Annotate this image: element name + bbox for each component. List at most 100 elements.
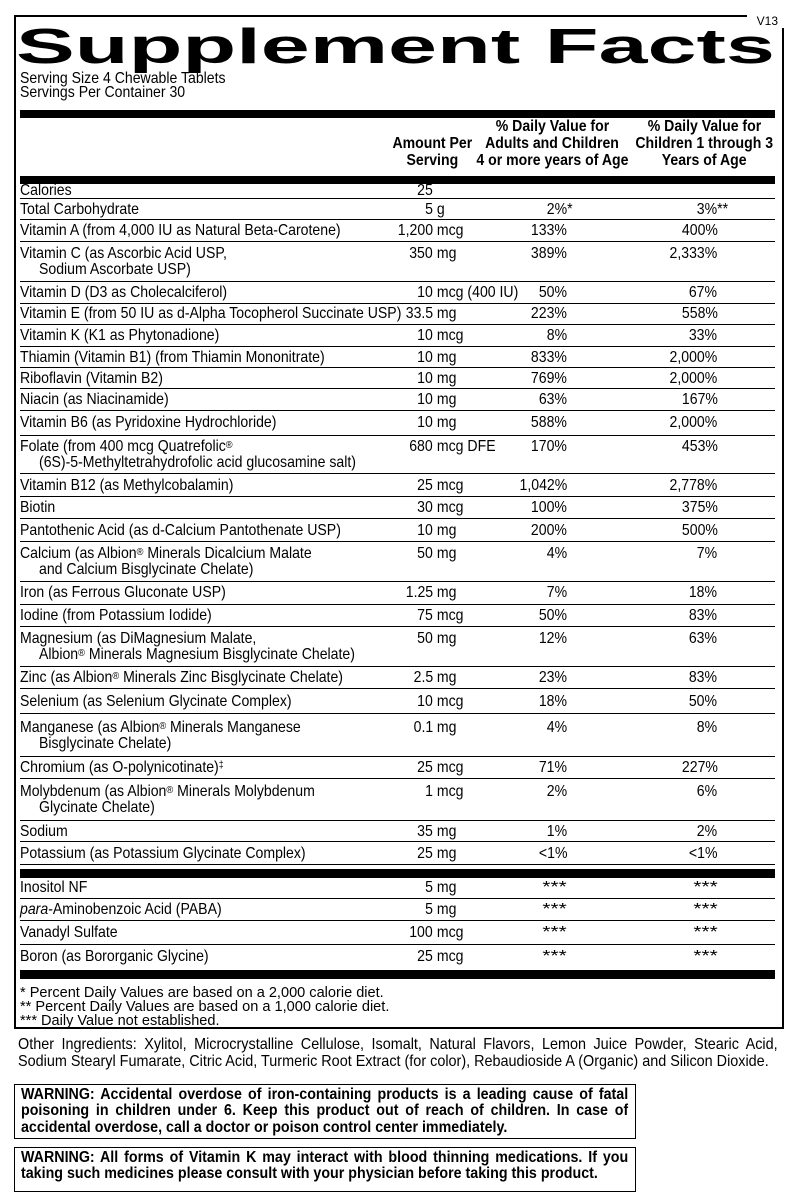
- amount-value: 5: [20, 902, 433, 918]
- amount-value-text: 25: [417, 182, 433, 200]
- daily-value-adults-text: 7%: [546, 584, 567, 602]
- amount-value-text: 30: [417, 499, 433, 517]
- daily-value-adults: 769%: [20, 369, 567, 387]
- amount-unit: mg: [433, 822, 460, 840]
- table-row: Molybdenum (as Albion® Minerals Molybden…: [20, 779, 775, 821]
- amount-unit: mcg: [433, 500, 468, 516]
- daily-value-children-text: ***: [693, 901, 718, 919]
- nutrient-name: Iron (as Ferrous Gluconate USP): [20, 585, 254, 601]
- table-row: Vanadyl Sulfate 100 mcg *** ***: [20, 921, 775, 945]
- daily-value-adults-text: 833%: [530, 348, 567, 366]
- daily-value-adults-text: 588%: [530, 414, 567, 432]
- nutrient-name-line: Niacin (as Niacinamide): [20, 390, 169, 408]
- amount-value: 350: [20, 246, 433, 262]
- footnote: * Percent Daily Values are based on a 2,…: [20, 985, 401, 1000]
- amount-unit: mg: [433, 415, 460, 431]
- daily-value-adults-text: 389%: [530, 245, 567, 263]
- nutrient-name-line: Folate (from 400 mcg Quatrefolic®: [20, 438, 233, 456]
- daily-value-children-text: 2%: [697, 822, 718, 840]
- daily-value-children-text: 227%: [681, 759, 718, 777]
- amount-value-text: 25: [417, 844, 433, 862]
- nutrient-name: Riboflavin (Vitamin B2): [20, 370, 182, 387]
- divider-thick-top: [20, 109, 775, 118]
- text-line: WARNING: Accidental overdose of iron-con…: [21, 1087, 629, 1103]
- amount-value-text: 75: [417, 606, 433, 624]
- amount-value: 33.5: [20, 306, 433, 322]
- amount-value-text: 10: [417, 348, 433, 366]
- nutrient-name-line: Vitamin A (from 4,000 IU as Natural Beta…: [20, 222, 341, 240]
- table-row: Niacin (as Niacinamide) 10 mg 63% 167%: [20, 390, 775, 411]
- daily-value-children: 2%: [20, 822, 718, 840]
- amount-unit-text: mg: [433, 630, 457, 648]
- daily-value-children: 167%: [20, 392, 717, 408]
- daily-value-adults-text: <1%: [538, 844, 567, 862]
- amount-value: 10: [20, 348, 433, 366]
- nutrient-name: Vitamin A (from 4,000 IU as Natural Beta…: [20, 223, 384, 239]
- nutrient-name: Sodium: [20, 823, 74, 840]
- warning-vitamin-k: WARNING: All forms of Vitamin K may inte…: [14, 1146, 636, 1192]
- amount-unit-text: mg: [433, 822, 457, 840]
- amount-value-text: 350: [409, 245, 433, 263]
- amount-value-text: 50: [417, 545, 433, 563]
- nutrient-name: Vitamin D (D3 as Cholecalciferol): [20, 284, 255, 301]
- amount-value: 50: [20, 546, 433, 562]
- nutrient-name-line: Thiamin (Vitamin B1) (from Thiamin Monon…: [20, 348, 325, 366]
- daily-value-children: 63%: [20, 631, 717, 647]
- daily-value-children: 8%: [20, 719, 718, 737]
- col-header-amount: Amount Per Serving: [332, 135, 532, 170]
- daily-value-children-text: 6%: [697, 782, 718, 800]
- daily-value-adults-text: 100%: [530, 499, 567, 517]
- daily-value-adults: 4%: [20, 720, 567, 736]
- amount-value: 5: [20, 201, 433, 218]
- registered-mark: ®: [225, 439, 233, 452]
- table-row: Vitamin K (K1 as Phytonadione) 10 mcg 8% 33…: [20, 326, 775, 347]
- panel-title: Supplement Facts: [16, 19, 775, 74]
- nutrient-name-line: Sodium Ascorbate USP): [39, 260, 191, 278]
- amount-value: 0.1: [20, 720, 433, 736]
- amount-unit: mg: [433, 522, 460, 539]
- col-header-adults: % Daily Value for Adults and Children 4 …: [452, 118, 652, 170]
- amount-unit-text: mcg: [433, 222, 464, 240]
- daily-value-children-text: 7%: [697, 545, 718, 563]
- amount-value: 35: [20, 823, 433, 840]
- amount-unit-text: mg: [433, 245, 457, 263]
- nutrient-name: Vitamin E (from 50 IU as d-Alpha Tocophe…: [20, 306, 453, 322]
- amount-unit-text: mcg: [433, 692, 464, 710]
- daily-value-adults-text: 23%: [538, 668, 567, 686]
- nutrient-name: Total Carbohydrate: [20, 201, 155, 218]
- table-row: Sodium 35 mg 1% 2%: [20, 821, 775, 843]
- nutrient-name-line: Inositol NF: [20, 879, 88, 897]
- nutrient-name-line: Molybdenum (as Albion® Minerals Molybden…: [20, 782, 315, 800]
- divider-thick-bottom: [20, 969, 775, 979]
- nutrient-name: para-Aminobenzoic Acid (PABA): [20, 902, 249, 918]
- amount-unit-text: mg: [433, 901, 457, 919]
- daily-value-children: 558%: [20, 306, 717, 322]
- amount-value: 2.5: [20, 670, 433, 686]
- nutrient-name-line: Vitamin B6 (as Pyridoxine Hydrochloride): [20, 414, 277, 432]
- table-row: Calcium (as Albion® Minerals Dicalcium M…: [20, 543, 775, 583]
- nutrient-name: Calories: [20, 183, 79, 199]
- footnote: *** Daily Value not established.: [20, 1013, 401, 1028]
- servings-per-container: Servings Per Container 30: [20, 85, 254, 101]
- table-row: Vitamin D (D3 as Cholecalciferol) 10 mcg …: [20, 282, 775, 304]
- daily-value-adults: 2% *: [20, 201, 573, 218]
- amount-unit-text: mg: [433, 390, 457, 408]
- daily-value-children: 2,778%: [20, 478, 718, 494]
- nutrient-name-line: (6S)-5-Methyltetrahydrofolic acid glucos…: [39, 453, 356, 471]
- nutrient-name-line: Potassium (as Potassium Glycinate Comple…: [20, 844, 306, 862]
- amount-value-text: 0.1: [413, 719, 433, 737]
- col-header-line: Serving: [406, 152, 458, 170]
- registered-mark: ®: [112, 669, 120, 682]
- daily-value-adults-text: 4%: [546, 719, 567, 737]
- table-row: Calories 25: [20, 182, 775, 200]
- daily-value-children-text: 3% **: [697, 200, 729, 218]
- amount-value-text: 33.5: [405, 305, 433, 323]
- daily-value-adults: 1,042%: [20, 478, 567, 494]
- daily-value-children-text: 8%: [697, 719, 718, 737]
- daily-value-adults-text: 769%: [530, 369, 567, 387]
- daily-value-children-text: 83%: [689, 606, 718, 624]
- nutrient-name-line: Selenium (as Selenium Glycinate Complex): [20, 692, 292, 710]
- daily-value-children: 67%: [20, 284, 717, 301]
- amount-unit: mg: [433, 846, 460, 862]
